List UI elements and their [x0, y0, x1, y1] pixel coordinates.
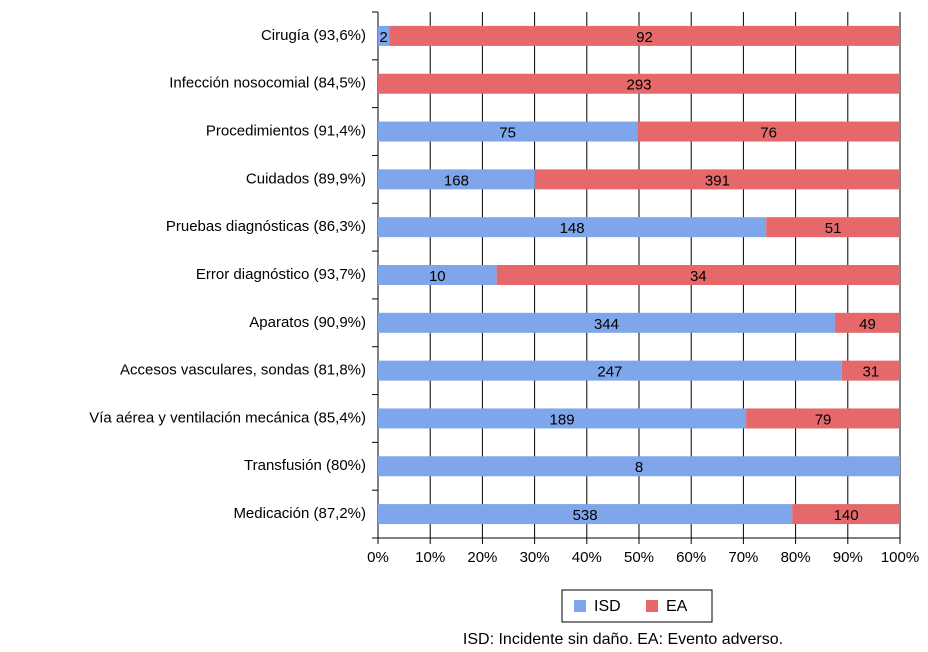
note: ISD: Incidente sin daño. EA: Evento adve… [463, 631, 783, 648]
legend-box [561, 589, 713, 623]
x-tick-label: 50% [624, 549, 654, 566]
bar [792, 504, 900, 525]
bar-label: 140 [834, 507, 859, 524]
bar [378, 73, 900, 94]
bar [378, 504, 793, 525]
bar-label: 391 [705, 172, 730, 189]
bar-label: 92 [636, 29, 653, 46]
y-tick-label: Procedimientos (91,4%) [206, 123, 366, 140]
bar-label: 344 [594, 316, 619, 333]
bar-label: 168 [444, 172, 469, 189]
bar [378, 217, 767, 238]
bar [746, 408, 900, 429]
bar [637, 121, 900, 142]
bar-label: 2 [379, 29, 387, 46]
legend-label: EA [666, 598, 688, 615]
bar-label: 8 [635, 459, 643, 476]
bar [378, 121, 638, 142]
y-tick-label: Cuidados (89,9%) [246, 170, 366, 187]
bar-label: 148 [560, 220, 585, 237]
bar-label: 34 [690, 268, 707, 285]
x-tick-label: 60% [676, 549, 706, 566]
bar [389, 25, 900, 46]
bar [834, 312, 900, 333]
bar [766, 217, 900, 238]
y-tick-label: Pruebas diagnósticas (86,3%) [166, 218, 366, 235]
bar [378, 312, 835, 333]
bar-label: 538 [573, 507, 598, 524]
bar-label: 293 [626, 77, 651, 94]
bar-label: 49 [859, 316, 876, 333]
legend-swatch [646, 600, 658, 612]
x-tick-label: 100% [881, 549, 919, 566]
y-tick-label: Cirugía (93,6%) [261, 27, 366, 44]
bar [378, 25, 390, 46]
bar [378, 265, 497, 285]
bar-label: 31 [863, 364, 880, 381]
y-tick-label: Transfusión (80%) [244, 457, 366, 474]
bar [378, 456, 900, 477]
x-tick-label: 30% [520, 549, 550, 566]
x-tick-label: 90% [833, 549, 863, 566]
x-tick-label: 70% [728, 549, 758, 566]
x-tick-label: 20% [467, 549, 497, 566]
legend-label: ISD [594, 598, 621, 615]
x-tick-label: 0% [367, 549, 389, 566]
bar [378, 169, 535, 190]
bar-label: 10 [429, 268, 446, 285]
bar-label: 51 [825, 220, 842, 237]
legend-swatch [574, 600, 586, 612]
y-tick-label: Error diagnóstico (93,7%) [196, 266, 366, 283]
bar [378, 360, 842, 381]
bar [496, 265, 900, 285]
bar [534, 169, 900, 190]
bar [841, 360, 900, 381]
y-tick-label: Aparatos (90,9%) [249, 314, 366, 331]
y-tick-label: Infección nosocomial (84,5%) [169, 75, 366, 92]
bar-label: 189 [550, 411, 575, 428]
x-tick-label: 80% [781, 549, 811, 566]
bar-label: 79 [815, 411, 832, 428]
bar [378, 408, 747, 429]
x-tick-label: 10% [415, 549, 445, 566]
bar-label: 75 [499, 125, 516, 142]
y-tick-label: Medicación (87,2%) [233, 505, 366, 522]
y-tick-label: Vía aérea y ventilación mecánica (85,4%) [89, 409, 366, 426]
x-tick-label: 40% [572, 549, 602, 566]
y-tick-label: Accesos vasculares, sondas (81,8%) [120, 362, 366, 379]
bar-label: 247 [597, 364, 622, 381]
bar-label: 76 [760, 125, 777, 142]
